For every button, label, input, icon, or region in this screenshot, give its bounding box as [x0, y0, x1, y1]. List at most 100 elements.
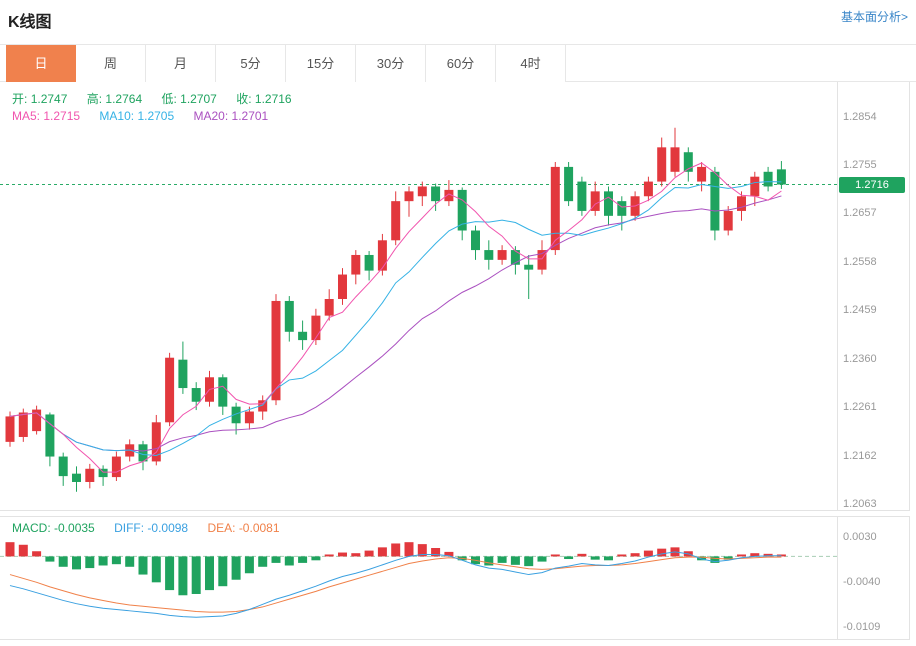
dea-value: DEA: -0.0081 [207, 521, 279, 535]
tab-30min[interactable]: 30分 [356, 45, 426, 82]
macd-value: MACD: -0.0035 [12, 521, 95, 535]
candle [697, 162, 707, 192]
dea-label: DEA: [207, 521, 236, 535]
macd-bar [244, 556, 254, 574]
diff-label: DIFF: [114, 521, 145, 535]
macd-bar [524, 556, 534, 567]
ma10-legend: MA10: 1.2705 [99, 109, 174, 123]
candle [218, 374, 228, 415]
diff-number: -0.0098 [147, 521, 189, 535]
candle [151, 414, 161, 466]
macd-bar [58, 556, 68, 567]
page-title: K线图 [8, 14, 52, 31]
ohlc-open-label: 开: [12, 92, 28, 106]
macd-bar [737, 554, 746, 557]
macd-axis: 0.0030 -0.0040 -0.0109 [837, 517, 909, 639]
tab-15min[interactable]: 15分 [286, 45, 356, 82]
macd-label: MACD: [12, 521, 51, 535]
macd-bar [191, 556, 201, 594]
macd-bar [657, 548, 667, 557]
ohlc-close-value: 1.2716 [254, 92, 292, 106]
diff-line [9, 551, 782, 618]
candle [338, 268, 347, 305]
candle [484, 240, 494, 270]
macd-plot[interactable] [0, 517, 838, 639]
macd-bar [510, 556, 520, 565]
macd-axis-tick: -0.0109 [843, 621, 881, 633]
candle [311, 308, 321, 345]
macd-bar [178, 556, 188, 596]
ma20-legend: MA20: 1.2701 [193, 109, 268, 123]
candle [617, 196, 627, 231]
main-chart-region: 1.2716 1.2854 1.2755 1.2657 1.2558 1.2459 1.2… [0, 82, 910, 511]
ohlc-low-label: 低: [161, 92, 177, 106]
macd-bar [763, 553, 773, 557]
ohlc-low-value: 1.2707 [180, 92, 217, 106]
header: K线图 基本面分析> [0, 0, 916, 44]
ma-legend: MA5: 1.2715 MA10: 1.2705 MA20: 1.2701 [12, 109, 284, 123]
candle [577, 176, 587, 216]
macd-bar [324, 554, 334, 557]
macd-bar [231, 556, 241, 580]
ma5-label: MA5: [12, 109, 41, 123]
candle [244, 406, 254, 430]
ohlc-close-label: 收: [236, 92, 252, 106]
macd-bar [284, 556, 294, 566]
candle [564, 162, 574, 207]
fundamental-analysis-link[interactable]: 基本面分析> [840, 10, 908, 24]
macd-bar [364, 550, 374, 557]
macd-bar [258, 556, 268, 567]
tab-4hour[interactable]: 4时 [496, 45, 566, 82]
macd-bar [85, 556, 95, 569]
price-axis-tick: 1.2657 [843, 207, 877, 220]
candlestick-plot[interactable] [0, 82, 838, 510]
tab-month[interactable]: 月 [146, 45, 216, 82]
macd-bar [18, 544, 28, 557]
macd-bar [98, 556, 108, 566]
candle [298, 320, 308, 350]
tab-5min[interactable]: 5分 [216, 45, 286, 82]
macd-bar [604, 556, 613, 561]
ma5-line [9, 162, 782, 473]
tab-60min[interactable]: 60分 [426, 45, 496, 82]
tab-day[interactable]: 日 [6, 45, 76, 82]
price-axis-tick: 1.2755 [843, 159, 877, 172]
candle [643, 176, 653, 202]
candle [284, 296, 294, 342]
macd-bar [32, 551, 42, 557]
macd-legend: MACD: -0.0035 DIFF: -0.0098 DEA: -0.0081 [12, 521, 296, 535]
price-axis: 1.2716 1.2854 1.2755 1.2657 1.2558 1.2459 1.2… [837, 82, 909, 510]
candle [524, 254, 534, 300]
ohlc-open: 开: 1.2747 [12, 92, 67, 106]
macd-bar [550, 554, 560, 557]
macd-bar [218, 556, 228, 587]
ohlc-legend: 开: 1.2747 高: 1.2764 低: 1.2707 收: 1.2716 [12, 90, 308, 107]
candle [364, 251, 374, 281]
macd-bar [697, 556, 707, 561]
macd-bar [643, 550, 653, 557]
macd-bar [630, 553, 640, 557]
candle [444, 180, 454, 207]
candle [377, 233, 387, 276]
candle [45, 412, 55, 467]
macd-bar [484, 556, 494, 566]
candle [178, 341, 188, 394]
candle [723, 206, 733, 236]
macd-bar [750, 553, 760, 557]
macd-bar [125, 556, 135, 567]
candle [471, 225, 480, 260]
ma20-line [9, 195, 782, 452]
price-axis-tick: 1.2162 [843, 449, 877, 462]
candle [32, 405, 42, 435]
macd-bar [338, 552, 347, 557]
tab-week[interactable]: 周 [76, 45, 146, 82]
macd-bar [617, 554, 627, 557]
macd-bar [298, 556, 308, 563]
dea-number: -0.0081 [238, 521, 280, 535]
ohlc-close: 收: 1.2716 [236, 92, 291, 106]
candle [457, 187, 467, 241]
candle [391, 191, 401, 246]
macd-number: -0.0035 [54, 521, 95, 535]
macd-bar [45, 556, 55, 562]
